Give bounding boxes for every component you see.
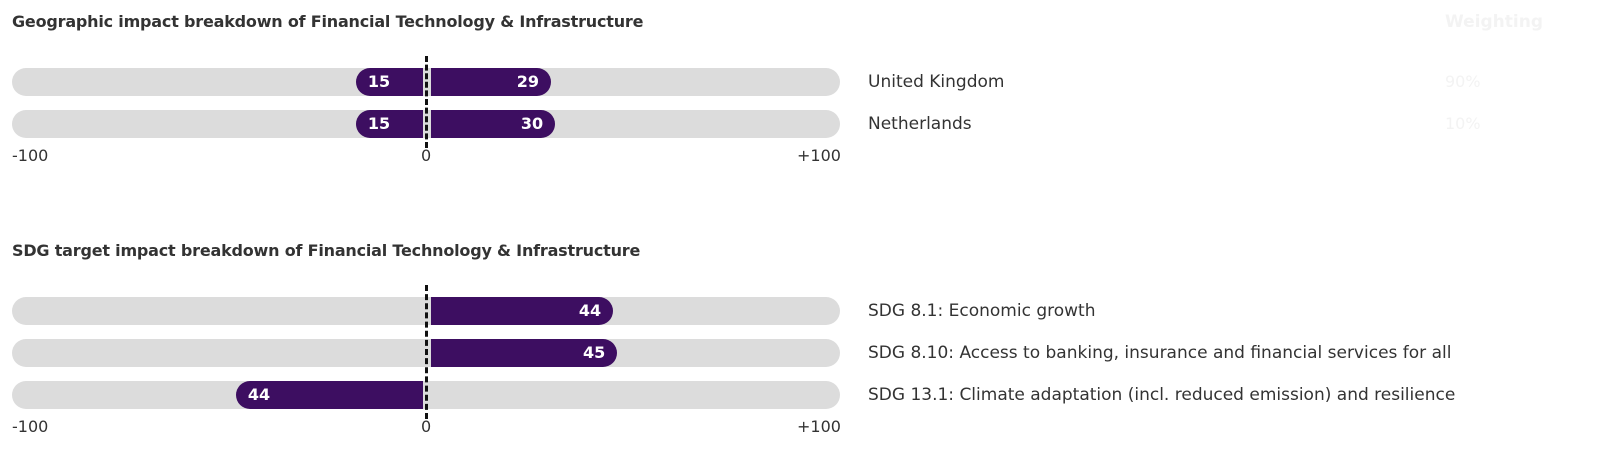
category-label: SDG 8.1: Economic growth — [868, 301, 1096, 321]
weight-value: 90% — [1445, 72, 1481, 91]
tick-label: +100 — [797, 417, 841, 436]
negative-bar: 15 — [355, 68, 423, 96]
tick-label: +100 — [797, 146, 841, 165]
geographic-chart-title: Geographic impact breakdown of Financial… — [12, 12, 644, 31]
category-label: SDG 13.1: Climate adaptation (incl. redu… — [868, 385, 1456, 405]
weighting-header: Weighting — [1445, 12, 1543, 32]
negative-bar: 15 — [355, 110, 423, 138]
tick-label: 0 — [421, 146, 432, 165]
zero-line — [425, 56, 428, 148]
positive-bar: 44 — [431, 297, 614, 325]
sdg-chart-title: SDG target impact breakdown of Financial… — [12, 241, 641, 260]
zero-line — [425, 285, 428, 419]
category-label: Netherlands — [868, 114, 972, 134]
positive-bar: 29 — [431, 68, 552, 96]
weight-value: 10% — [1445, 114, 1481, 133]
category-label: SDG 8.10: Access to banking, insurance a… — [868, 343, 1452, 363]
negative-bar: 44 — [235, 381, 423, 409]
positive-bar: 45 — [431, 339, 618, 367]
tick-label: 0 — [421, 417, 432, 436]
tick-label: -100 — [12, 146, 49, 165]
category-label: United Kingdom — [868, 72, 1005, 92]
positive-bar: 30 — [431, 110, 556, 138]
tick-label: -100 — [12, 417, 49, 436]
